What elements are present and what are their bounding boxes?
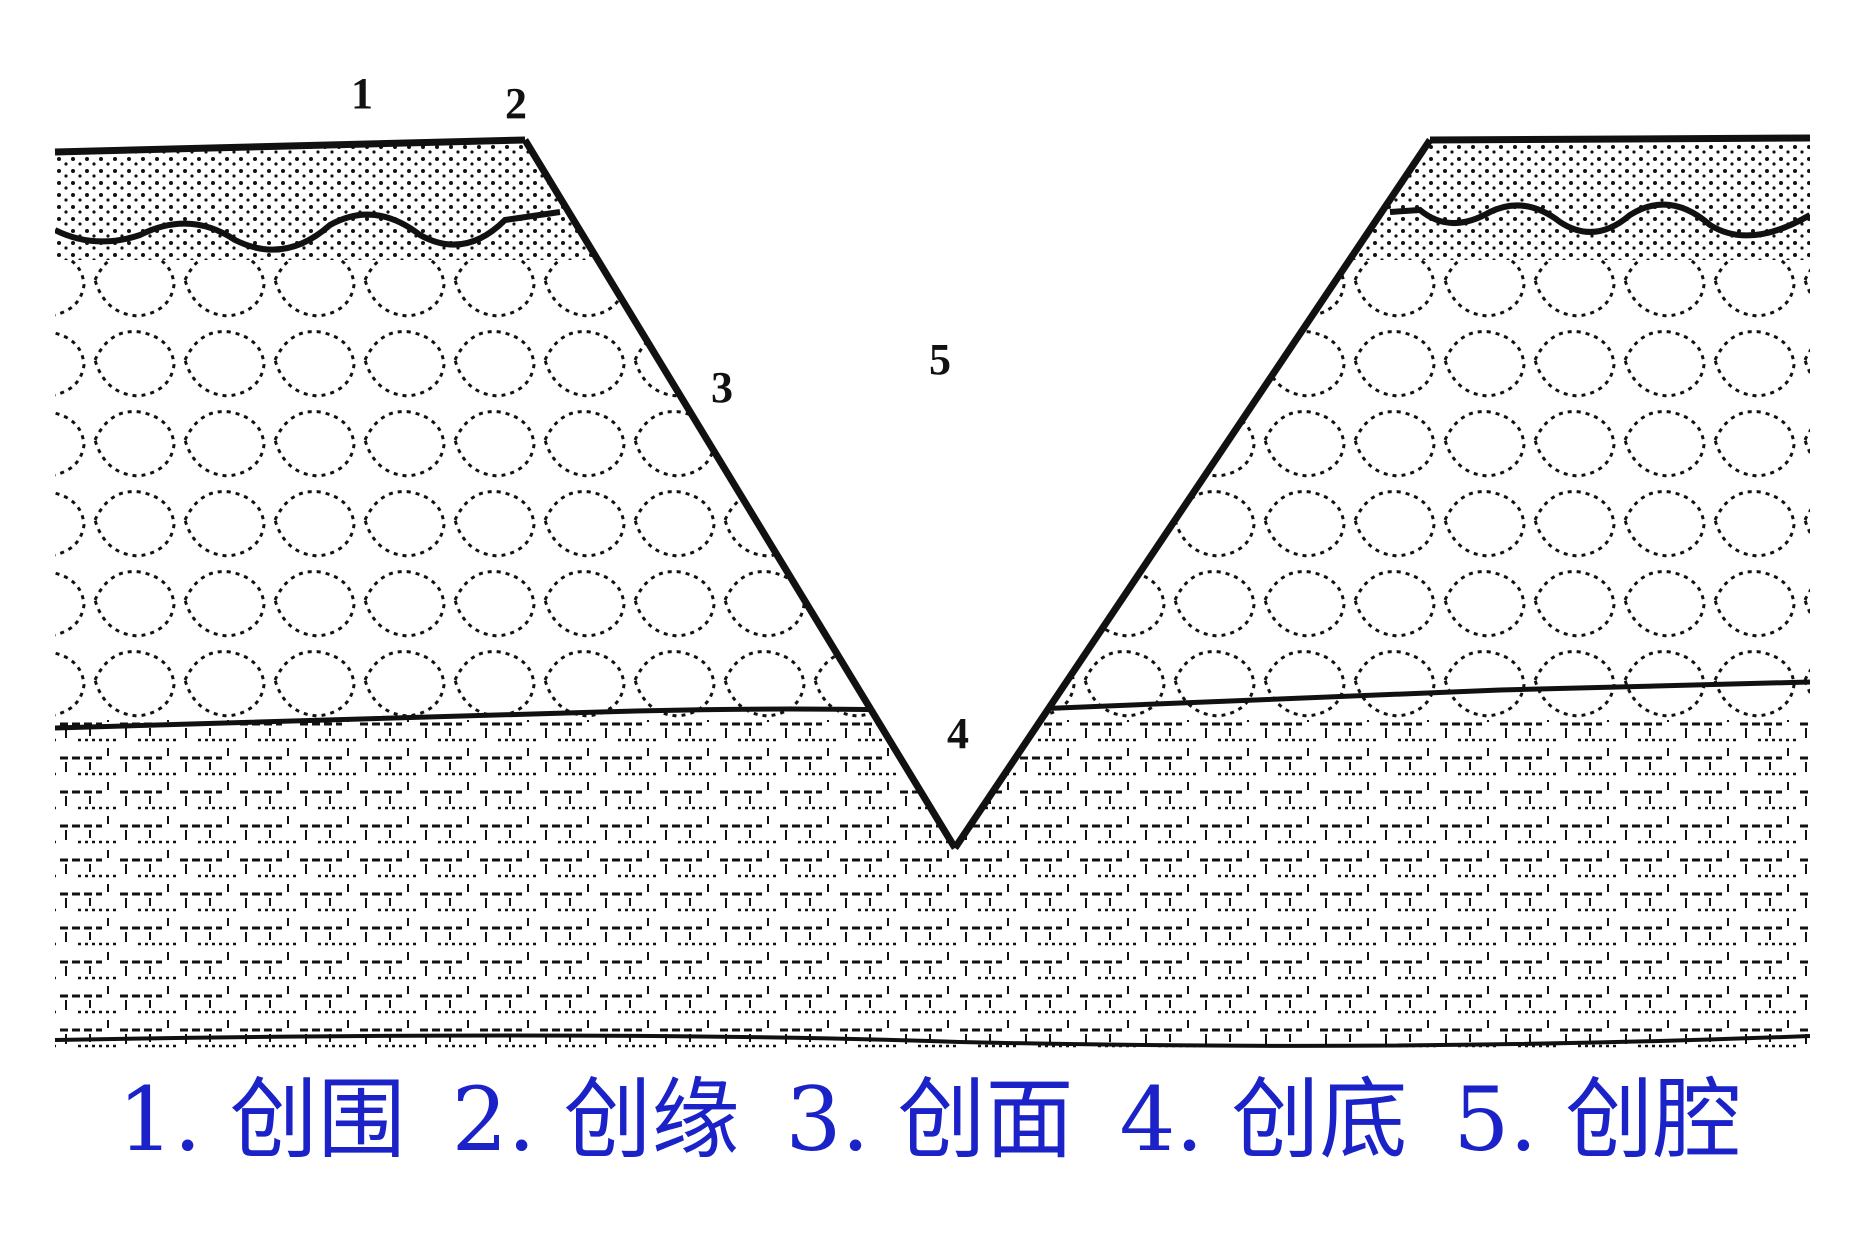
legend-item-1: 1. 创围 bbox=[117, 1068, 406, 1171]
muscle-layer bbox=[55, 720, 1810, 1048]
tissue-bottom-boundary bbox=[55, 1033, 1810, 1048]
label-2: 2 bbox=[505, 79, 527, 128]
legend-item-2: 2. 创缘 bbox=[451, 1068, 740, 1171]
label-5: 5 bbox=[929, 335, 951, 384]
legend-item-3: 3. 创面 bbox=[785, 1068, 1074, 1171]
skin-boundary-right bbox=[1389, 201, 1810, 239]
label-4: 4 bbox=[947, 709, 969, 758]
wound-wall-left bbox=[522, 138, 958, 850]
label-1: 1 bbox=[351, 69, 373, 118]
label-3: 3 bbox=[711, 363, 733, 412]
skin-surface-right bbox=[1429, 134, 1811, 144]
skin-surface-left bbox=[54, 136, 526, 156]
subcutaneous-fat-layer bbox=[55, 260, 1810, 720]
legend-caption: 1. 创围 2. 创缘 3. 创面 4. 创底 5. 创腔 bbox=[0, 1060, 1859, 1180]
legend-item-4: 4. 创底 bbox=[1119, 1068, 1408, 1171]
wound-wall-right bbox=[952, 138, 1433, 850]
skin-boundary-left bbox=[55, 209, 561, 253]
tissue-layers bbox=[55, 140, 1810, 1048]
legend-item-5: 5. 创腔 bbox=[1453, 1068, 1742, 1171]
epidermis-layer bbox=[55, 140, 1810, 260]
